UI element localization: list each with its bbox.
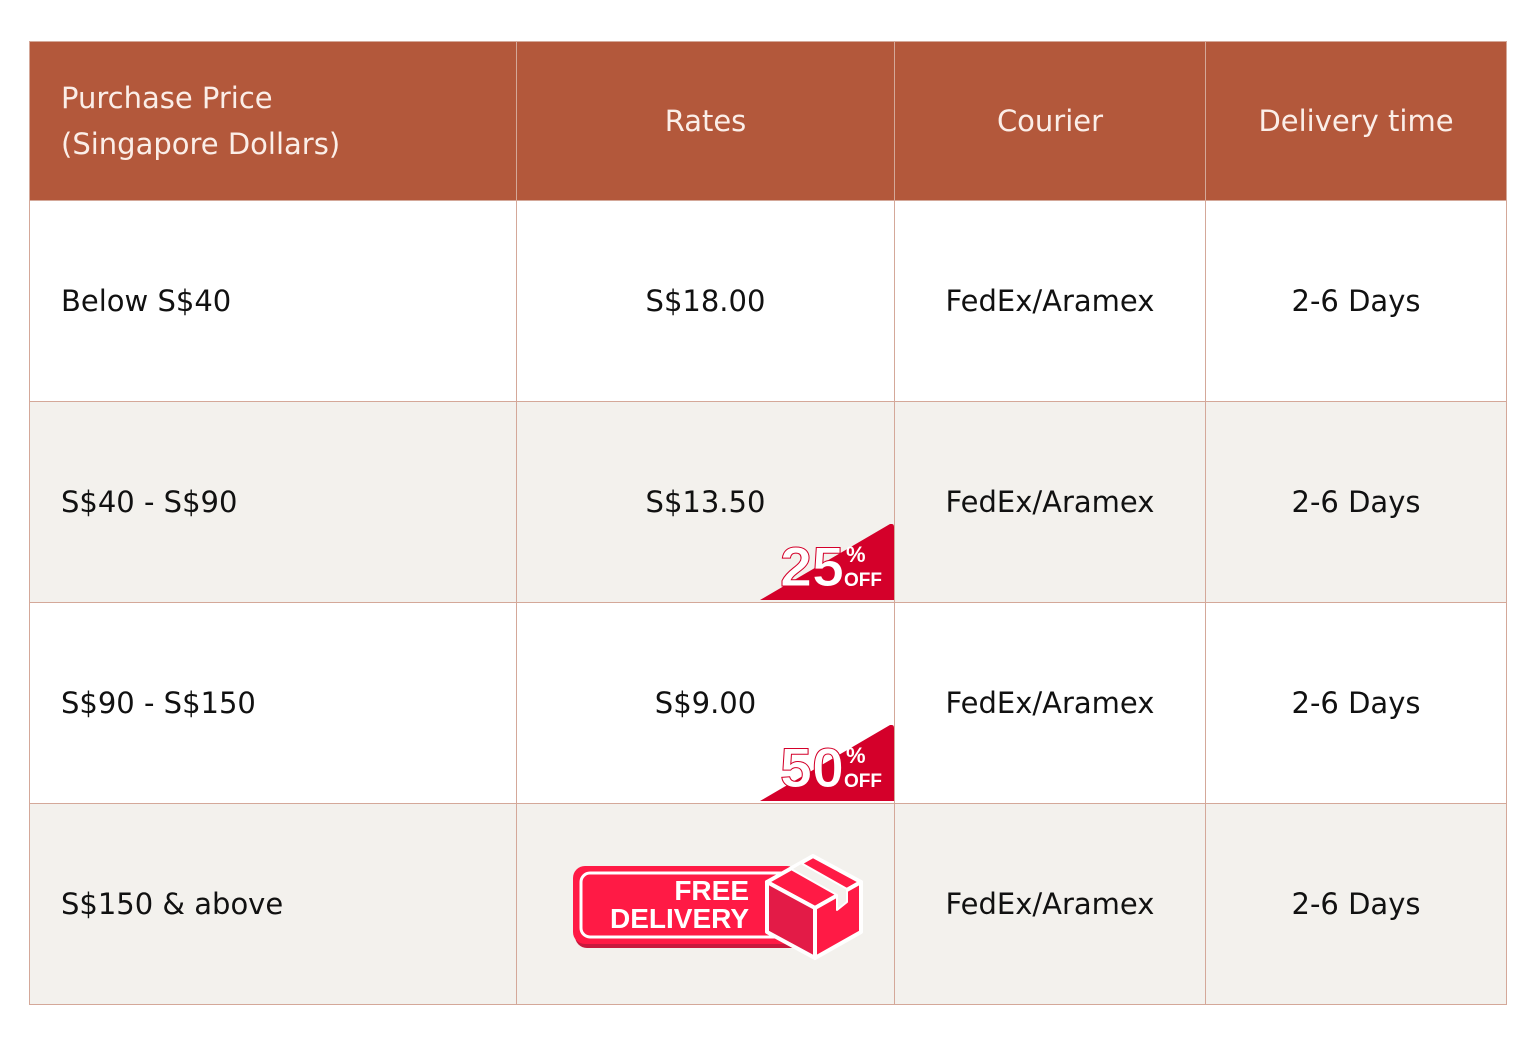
shipping-rates-table: Purchase Price (Singapore Dollars) Rates … (29, 41, 1507, 1005)
header-courier: Courier (894, 41, 1206, 201)
header-line: (Singapore Dollars) (61, 127, 341, 161)
badge-off: OFF (844, 570, 882, 591)
time-cell: 2-6 Days (1205, 401, 1507, 603)
time-cell: 2-6 Days (1205, 803, 1507, 1005)
courier-cell: FedEx/Aramex (894, 200, 1206, 402)
time-cell: 2-6 Days (1205, 200, 1507, 402)
header-row: Purchase Price (Singapore Dollars) Rates … (29, 41, 1507, 201)
badge-percent: % (846, 743, 866, 768)
table-row: Below S$40 S$18.00 FedEx/Aramex 2-6 Days (29, 200, 1507, 402)
rate-cell: S$18.00 (516, 200, 895, 402)
rate-cell: S$9.00 50 % OFF (516, 602, 895, 804)
header-rates: Rates (516, 41, 895, 201)
header-purchase-price: Purchase Price (Singapore Dollars) (29, 41, 517, 201)
courier-cell: FedEx/Aramex (894, 602, 1206, 804)
badge-number: 25 (780, 535, 844, 598)
rate-cell: S$13.50 25 % OFF (516, 401, 895, 603)
free-text: FREE (674, 875, 749, 906)
header-delivery-time: Delivery time (1205, 41, 1507, 201)
table-row: S$90 - S$150 S$9.00 50 % OFF FedEx/Arame… (29, 602, 1507, 804)
rate-cell: FREE DELIVERY (516, 803, 895, 1005)
badge-number: 50 (780, 736, 844, 799)
free-delivery-badge: FREE DELIVERY (573, 854, 863, 960)
courier-cell: FedEx/Aramex (894, 803, 1206, 1005)
badge-percent: % (846, 542, 866, 567)
price-cell: S$90 - S$150 (29, 602, 517, 804)
badge-off: OFF (844, 771, 882, 792)
table-row: S$40 - S$90 S$13.50 25 % OFF FedEx/Arame… (29, 401, 1507, 603)
delivery-text: DELIVERY (610, 903, 749, 934)
price-cell: S$40 - S$90 (29, 401, 517, 603)
time-cell: 2-6 Days (1205, 602, 1507, 804)
rate-value: S$13.50 (645, 485, 766, 519)
courier-cell: FedEx/Aramex (894, 401, 1206, 603)
box-icon (765, 854, 863, 960)
table-row: S$150 & above FREE DELIVERY FedEx/Aramex… (29, 803, 1507, 1005)
discount-badge-25: 25 % OFF (760, 524, 894, 600)
rate-value: S$9.00 (654, 686, 757, 720)
header-line: Purchase Price (61, 81, 273, 115)
discount-badge-50: 50 % OFF (760, 725, 894, 801)
price-cell: Below S$40 (29, 200, 517, 402)
price-cell: S$150 & above (29, 803, 517, 1005)
